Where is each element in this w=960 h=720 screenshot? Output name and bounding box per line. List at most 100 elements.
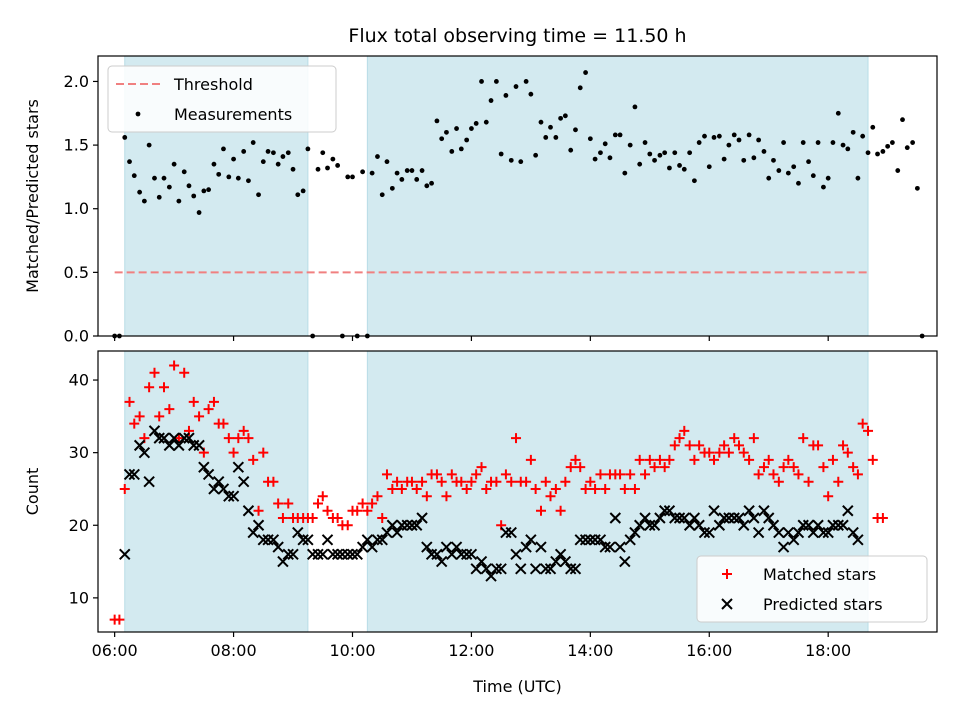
predicted-point [490,563,503,575]
measurement-point [840,142,846,148]
measurement-point [875,151,880,157]
matched-point [600,483,611,494]
matched-point [719,440,730,451]
predicted-point [738,519,750,531]
predicted-point [520,541,532,553]
y-tick-label: 0.5 [64,263,89,282]
matched-point [540,476,551,487]
matched-point [863,425,874,436]
measurement-point [761,149,767,154]
predicted-point [217,483,230,495]
predicted-point [143,475,155,488]
matched-point [545,491,556,502]
measurement-point [166,184,172,190]
predicted-point [138,446,151,459]
measurement-point [127,159,132,165]
measurement-point [637,161,643,167]
measurement-point [622,170,628,176]
matched-point [313,498,324,509]
axes-frame [97,55,938,337]
measurement-point [275,161,281,167]
measurement-point [513,84,519,89]
predicted-point [550,555,562,568]
measurement-point [518,159,524,165]
y-axis-label: Matched/Predicted stars [23,99,42,293]
predicted-point [267,534,280,546]
matched-point [644,454,655,465]
predicted-point [515,563,527,575]
x-tick-label: 10:00 [329,641,375,660]
legend-measurement-swatch [135,111,141,117]
matched-point [714,447,725,458]
matched-point [258,447,269,458]
matched-point [377,513,388,524]
predicted-point [713,519,726,531]
predicted-point [123,468,136,481]
matched-point [852,469,863,480]
predicted-point [802,519,815,531]
matched-point [387,483,398,494]
measurement-point [152,175,157,181]
matched-point [124,396,135,407]
matched-point [114,614,125,625]
measurement-point [895,168,901,173]
predicted-point [223,490,235,502]
matched-point [283,498,294,509]
measurement-point [404,168,410,173]
predicted-point [168,432,180,444]
measurement-point [191,193,197,199]
measurement-point [860,133,866,139]
measurement-point [711,135,717,140]
matched-point [585,476,596,487]
predicted-point [510,548,522,561]
predicted-point [708,505,720,517]
predicted-point [485,570,497,582]
predicted-point [227,490,240,502]
measurement-point [305,146,311,152]
measurement-point [137,189,143,195]
legend-label: Predicted stars [763,595,883,614]
predicted-point [812,519,824,531]
measurement-point [702,133,707,139]
measurement-point [161,175,167,181]
measurement-point [473,121,479,126]
measurement-point [691,178,697,184]
matched-point [164,404,175,415]
measurement-point [672,150,678,156]
measurement-point [810,173,816,179]
predicted-point [406,519,418,531]
matched-point [169,360,180,371]
measurement-point [454,126,459,131]
y-tick-label: 0.0 [64,327,89,346]
predicted-point [614,541,626,553]
matched-point [268,476,279,487]
predicted-point [306,548,319,561]
predicted-point [460,548,473,561]
predicted-point [475,555,488,568]
predicted-point [302,534,314,546]
predicted-point [252,519,265,531]
measurement-point [493,79,499,84]
x-tick-label: 12:00 [448,641,494,660]
predicted-point [654,512,666,524]
matched-point [848,462,859,473]
matched-point [827,454,838,465]
predicted-point [777,541,790,553]
measurement-point [850,129,856,135]
y-tick-label: 40 [69,371,89,390]
matched-point [362,505,373,516]
measurement-point [677,163,682,168]
y-tick-label: 1.0 [64,199,89,218]
matched-point [411,483,422,494]
matched-point [446,469,457,480]
predicted-point [282,548,294,561]
matched-point [768,469,779,480]
matched-point [704,447,715,458]
matched-point [535,505,546,516]
matched-point [833,476,844,487]
predicted-point [703,526,715,539]
measurement-point [196,210,202,215]
matched-point [550,483,561,494]
predicted-point [565,563,577,575]
